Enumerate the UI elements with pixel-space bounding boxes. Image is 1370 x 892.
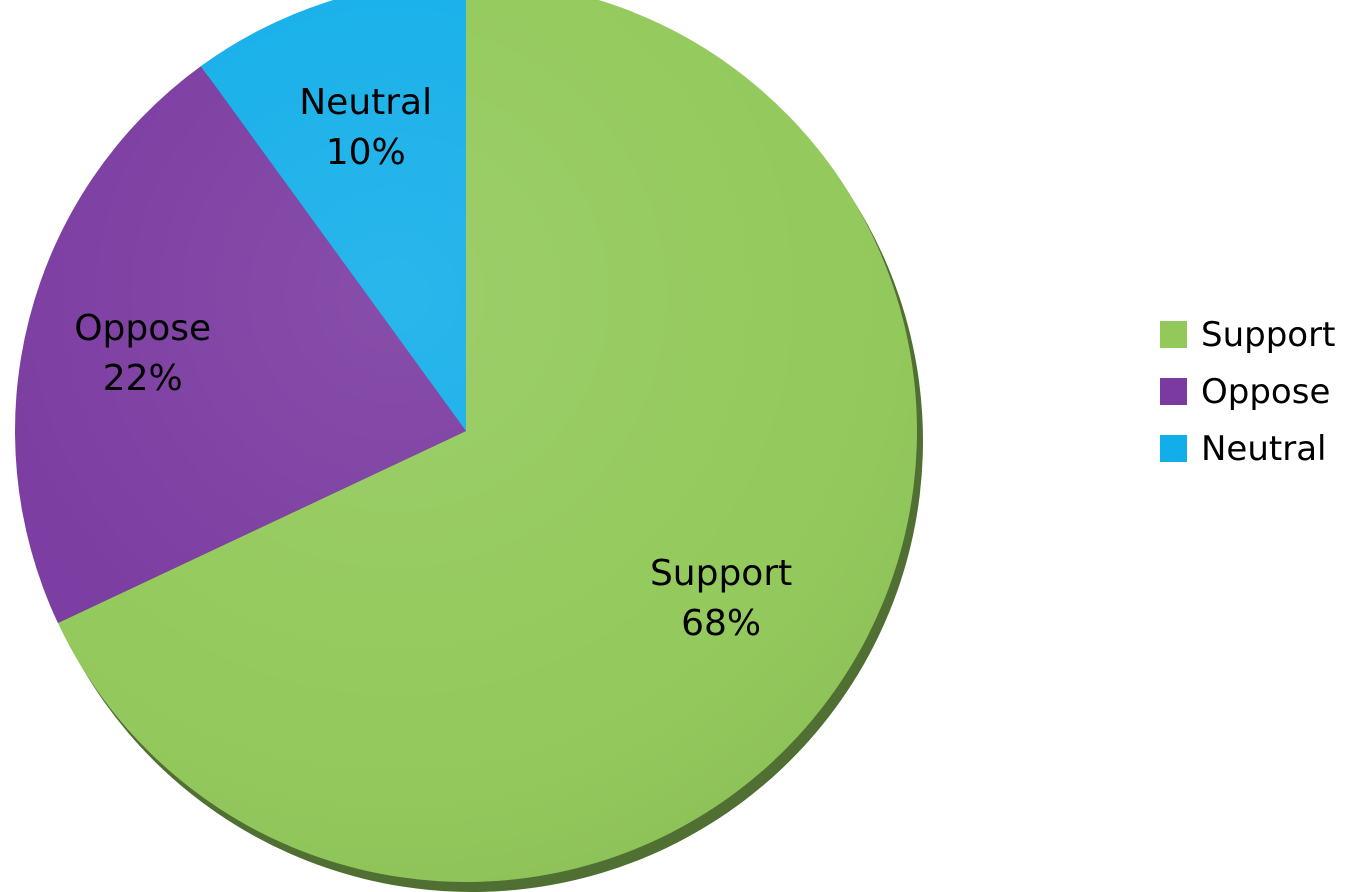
pie-slices-layer	[14, 0, 917, 882]
pie-label-value-oppose: 22%	[103, 358, 183, 399]
legend-swatch-neutral	[1160, 435, 1187, 462]
legend-item-oppose: Oppose	[1160, 363, 1365, 420]
legend-item-neutral: Neutral	[1160, 420, 1365, 477]
pie-label-name-support: Support	[650, 553, 792, 594]
pie-label-neutral: Neutral 10%	[299, 82, 432, 173]
pie-label-oppose: Oppose 22%	[74, 308, 211, 399]
pie-label-name-oppose: Oppose	[74, 308, 211, 349]
pie-label-value-support: 68%	[681, 603, 761, 644]
pie-labels-layer: Support 68% Oppose 22% Neutral 10%	[74, 82, 792, 644]
legend-item-support: Support	[1160, 306, 1365, 363]
legend-swatch-oppose	[1160, 378, 1187, 405]
pie-label-name-neutral: Neutral	[299, 82, 432, 123]
legend-label-oppose: Oppose	[1201, 371, 1331, 412]
pie-label-support: Support 68%	[650, 553, 792, 644]
legend-swatch-support	[1160, 321, 1187, 348]
legend: Support Oppose Neutral	[1160, 306, 1365, 477]
legend-label-support: Support	[1201, 314, 1336, 355]
legend-label-neutral: Neutral	[1201, 428, 1327, 469]
pie-label-value-neutral: 10%	[326, 132, 406, 173]
